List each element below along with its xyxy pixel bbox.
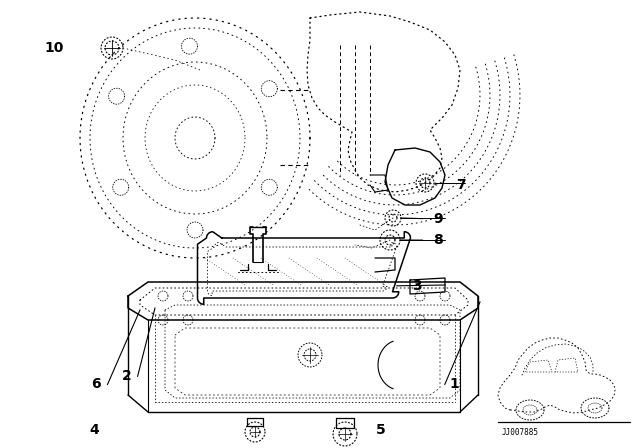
Text: 10: 10	[45, 41, 64, 55]
Text: 5: 5	[376, 423, 386, 437]
Text: 1: 1	[449, 377, 460, 392]
Text: 7: 7	[456, 177, 466, 192]
Text: 6: 6	[91, 377, 101, 392]
Text: 4: 4	[90, 423, 100, 437]
Text: 9: 9	[433, 211, 444, 226]
Text: JJ007885: JJ007885	[502, 428, 539, 437]
Text: 2: 2	[122, 369, 132, 383]
Text: 3: 3	[412, 279, 422, 293]
Text: 8: 8	[433, 233, 444, 247]
